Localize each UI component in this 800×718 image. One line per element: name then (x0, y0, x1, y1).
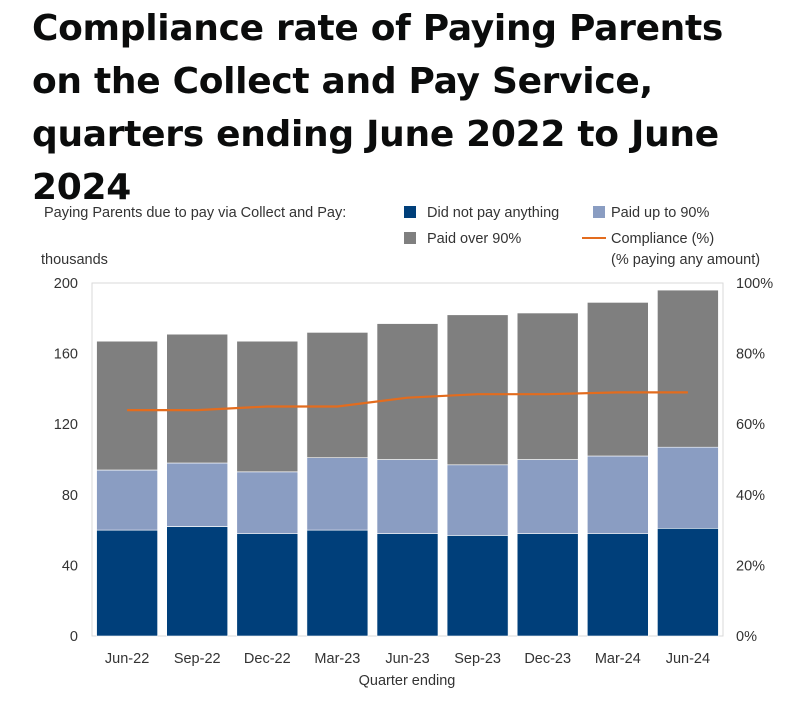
bar-paid-over-90-sep-22 (166, 333, 228, 464)
y-tick-label-0: 0 (70, 629, 78, 645)
y-right-tick-label-0: 0% (736, 629, 757, 645)
bar-paid-over-90-mar-24 (586, 302, 649, 457)
bar-did-not-pay-anything-sep-22 (166, 526, 228, 637)
y-right-tick-label-100: 100% (736, 276, 773, 292)
bar-paid-up-to-90-jun-22 (96, 469, 158, 531)
bar-paid-up-to-90-mar-23 (306, 457, 369, 531)
bar-paid-over-90-mar-23 (306, 332, 369, 458)
x-tick-label-sep-23: Sep-23 (454, 651, 501, 667)
x-tick-label-jun-23: Jun-23 (385, 651, 429, 667)
x-axis: Jun-22 Sep-22 Dec-22 Mar-23 Jun-23 Sep-23 Dec-… (105, 651, 710, 667)
y-right-tick-label-80: 80% (736, 347, 765, 363)
bar-paid-over-90-jun-24 (657, 289, 719, 448)
legend-swatch-paid-up-to-90 (593, 206, 605, 218)
bar-paid-up-to-90-sep-23 (446, 464, 509, 536)
legend-label-paid-up-to-90: Paid up to 90% (611, 205, 709, 221)
legend-label-did-not-pay: Did not pay anything (427, 205, 559, 221)
bars-layer (96, 289, 719, 637)
y-axis-left: 0 40 80 120 160 200 (54, 276, 78, 645)
bar-paid-up-to-90-dec-22 (236, 471, 299, 534)
x-tick-label-mar-24: Mar-24 (595, 651, 641, 667)
x-tick-label-dec-22: Dec-22 (244, 651, 291, 667)
bar-did-not-pay-anything-jun-24 (657, 527, 719, 637)
legend-item-paid-over-90: Paid over 90% (404, 231, 521, 247)
y-tick-label-80: 80 (62, 488, 78, 504)
bar-paid-up-to-90-jun-24 (657, 446, 719, 529)
chart-title: Compliance rate of Paying Parents on the… (32, 8, 724, 208)
y-tick-label-40: 40 (62, 558, 78, 574)
legend-label-compliance-sub: (% paying any amount) (611, 252, 760, 268)
bar-paid-up-to-90-sep-22 (166, 462, 228, 527)
bar-did-not-pay-anything-jun-23 (376, 533, 439, 637)
bar-did-not-pay-anything-mar-24 (586, 533, 649, 637)
x-tick-label-sep-22: Sep-22 (174, 651, 221, 667)
legend-item-compliance: Compliance (%) (% paying any amount) (582, 231, 760, 268)
y-right-tick-label-60: 60% (736, 417, 765, 433)
bar-paid-up-to-90-mar-24 (586, 455, 649, 534)
legend: Paying Parents due to pay via Collect an… (44, 205, 760, 268)
legend-label-compliance: Compliance (%) (611, 231, 714, 247)
bar-did-not-pay-anything-jun-22 (96, 529, 158, 637)
bar-paid-up-to-90-dec-23 (516, 459, 579, 534)
y-right-tick-label-40: 40% (736, 488, 765, 504)
bar-did-not-pay-anything-dec-22 (236, 533, 299, 637)
legend-swatch-did-not-pay (404, 206, 416, 218)
bar-did-not-pay-anything-mar-23 (306, 529, 369, 637)
x-axis-label: Quarter ending (359, 673, 456, 689)
legend-title: Paying Parents due to pay via Collect an… (44, 205, 346, 221)
bar-paid-up-to-90-jun-23 (376, 459, 439, 534)
bar-paid-over-90-jun-23 (376, 323, 439, 460)
y-tick-label-200: 200 (54, 276, 78, 292)
x-tick-label-jun-22: Jun-22 (105, 651, 149, 667)
legend-swatch-paid-over-90 (404, 232, 416, 244)
bar-did-not-pay-anything-sep-23 (446, 535, 509, 637)
x-tick-label-jun-24: Jun-24 (666, 651, 710, 667)
y-axis-right: 0% 20% 40% 60% 80% 100% (736, 276, 773, 645)
legend-item-did-not-pay: Did not pay anything (404, 205, 559, 221)
compliance-line-layer (127, 391, 688, 412)
bar-did-not-pay-anything-dec-23 (516, 533, 579, 637)
legend-label-paid-over-90: Paid over 90% (427, 231, 521, 247)
bar-paid-over-90-jun-22 (96, 340, 158, 471)
y-tick-label-120: 120 (54, 417, 78, 433)
y-right-tick-label-20: 20% (736, 558, 765, 574)
bar-paid-over-90-sep-23 (446, 314, 509, 466)
x-tick-label-mar-23: Mar-23 (314, 651, 360, 667)
y-axis-label: thousands (41, 252, 108, 268)
legend-item-paid-up-to-90: Paid up to 90% (593, 205, 709, 221)
x-tick-label-dec-23: Dec-23 (524, 651, 571, 667)
bar-paid-over-90-dec-23 (516, 312, 579, 460)
y-tick-label-160: 160 (54, 347, 78, 363)
